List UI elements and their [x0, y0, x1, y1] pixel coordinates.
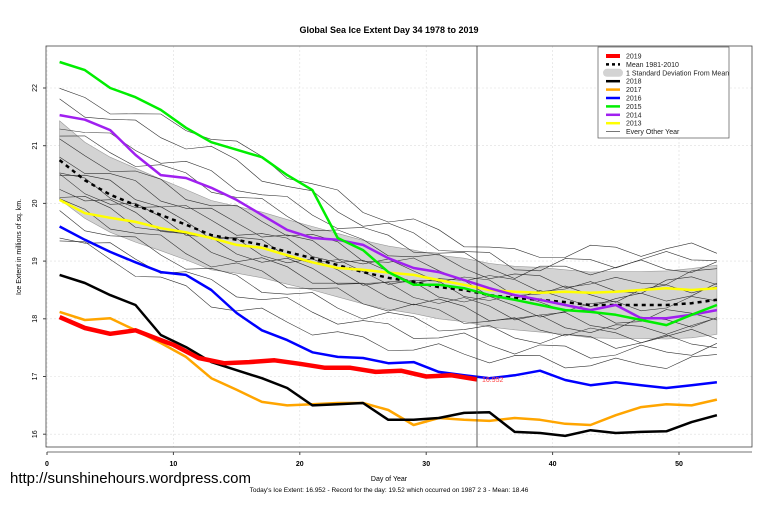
every-other-year-line [59, 138, 717, 294]
x-tick-label: 20 [296, 461, 304, 468]
y-axis: 16 17 18 19 20 21 22 [32, 84, 46, 438]
every-other-year-line [59, 172, 717, 312]
legend-label: Mean 1981-2010 [626, 62, 679, 69]
legend-label: 2016 [626, 96, 642, 103]
y-tick-label: 20 [32, 199, 39, 207]
every-other-year-line [59, 128, 718, 279]
y-tick-label: 16 [32, 430, 39, 438]
legend-label: 2013 [626, 121, 642, 128]
series-line-2017 [59, 310, 718, 427]
legend-label: 2017 [626, 87, 642, 94]
every-other-year-line [59, 240, 717, 369]
x-tick-label: 10 [170, 461, 178, 468]
x-axis-label: Day of Year [371, 476, 408, 483]
every-other-year-line [59, 198, 718, 344]
y-tick-label: 17 [32, 373, 39, 381]
x-tick-label: 50 [675, 461, 683, 468]
series-line-2016 [59, 225, 718, 390]
legend-label: 2014 [626, 112, 642, 119]
source-url[interactable]: http://sunshinehours.wordpress.com [10, 470, 251, 487]
every-other-year-line [59, 195, 717, 335]
y-tick-label: 19 [32, 257, 39, 265]
every-other-year-line [59, 189, 718, 330]
every-other-year-line [59, 135, 717, 288]
every-other-year-line [59, 173, 717, 324]
every-other-year-line [59, 210, 717, 349]
series-line-2015 [59, 60, 718, 327]
y-tick-label: 22 [32, 84, 39, 92]
legend-label: Every Other Year [626, 129, 680, 136]
footer-summary: Today's Ice Extent: 16.952 - Record for … [250, 487, 529, 494]
legend-label: 2015 [626, 104, 642, 111]
x-axis: 0 10 20 30 40 50 [45, 451, 752, 468]
mean-1981-2010-line [58, 159, 718, 307]
chart-title: Global Sea Ice Extent Day 34 1978 to 201… [299, 25, 478, 35]
every-other-year-line [59, 88, 718, 258]
year-series [58, 60, 718, 438]
current-value-label: 16.952 [482, 377, 504, 384]
y-axis-label: Ice Extent in millions of sq. km. [16, 199, 23, 295]
legend-label: 2018 [626, 79, 642, 86]
x-tick-label: 0 [45, 461, 49, 468]
every-other-year-line [59, 98, 717, 272]
std-dev-area [59, 120, 718, 340]
std-dev-band [59, 120, 718, 340]
y-tick-label: 18 [32, 315, 39, 323]
plot-frame [45, 45, 753, 448]
series-line-2014 [59, 113, 718, 320]
series-line-2018 [59, 273, 718, 438]
mean-line [58, 159, 718, 307]
x-tick-label: 30 [422, 461, 430, 468]
legend-swatch [603, 68, 623, 77]
x-tick-label: 40 [549, 461, 557, 468]
y-tick-label: 21 [32, 142, 39, 150]
every-other-year-lines [59, 88, 718, 369]
legend-label: 2019 [626, 54, 642, 61]
series-line-2019 [58, 315, 478, 382]
legend-label: 1 Standard Deviation From Mean [626, 70, 729, 77]
